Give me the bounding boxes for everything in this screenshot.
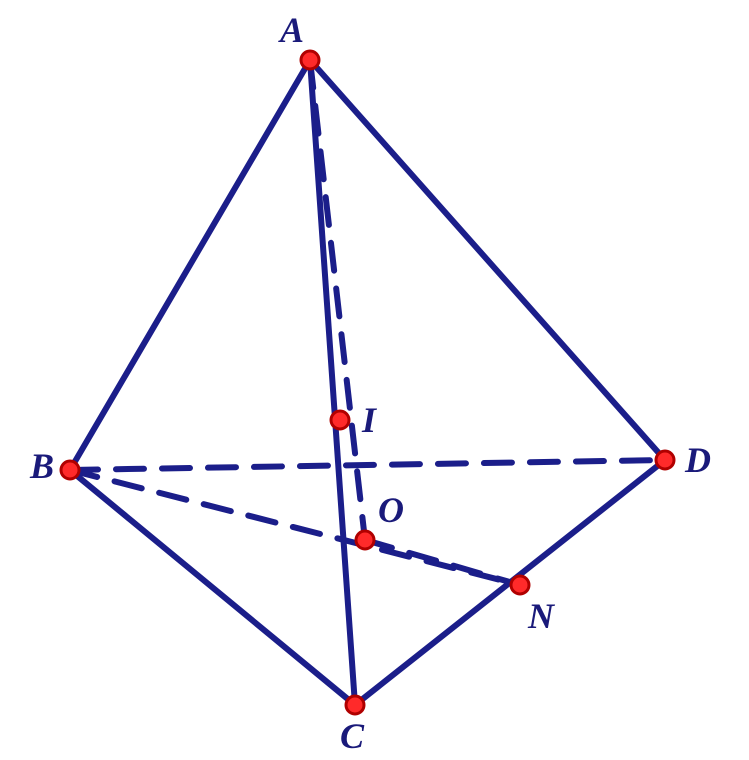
vertex-A — [301, 51, 319, 69]
label-I: I — [361, 400, 378, 440]
label-A: A — [278, 10, 304, 50]
labels-layer: A B C D I O N — [29, 10, 711, 756]
edge-A-B — [70, 60, 310, 470]
edges-layer — [70, 60, 665, 705]
vertex-N — [511, 576, 529, 594]
vertex-C — [346, 696, 364, 714]
tetrahedron-diagram: A B C D I O N — [0, 0, 749, 760]
vertex-O — [356, 531, 374, 549]
vertex-D — [656, 451, 674, 469]
label-B: B — [29, 446, 54, 486]
vertices-layer — [61, 51, 674, 714]
label-N: N — [527, 596, 556, 636]
edge-B-D — [70, 460, 665, 470]
vertex-I — [331, 411, 349, 429]
vertex-B — [61, 461, 79, 479]
label-C: C — [340, 716, 365, 756]
label-O: O — [378, 490, 404, 530]
label-D: D — [684, 440, 711, 480]
